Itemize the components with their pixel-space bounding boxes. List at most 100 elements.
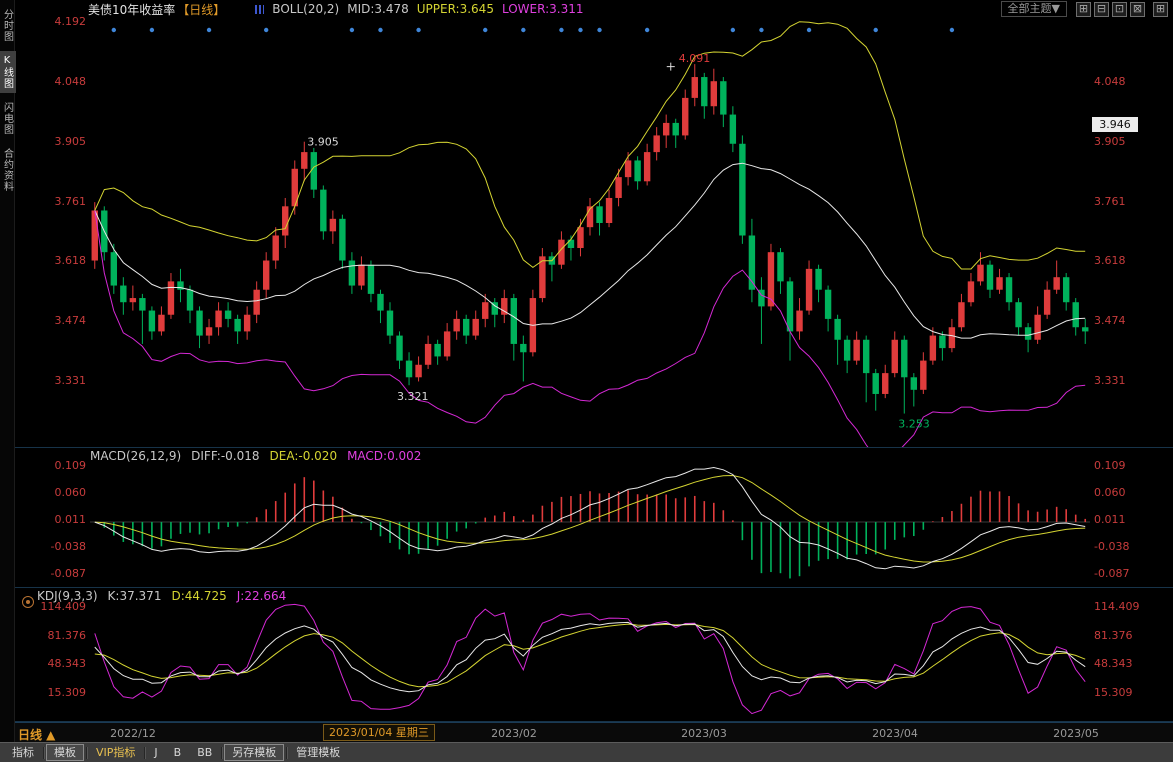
toolbar-separator: [86, 746, 87, 759]
boll-upper-line: [94, 21, 1086, 270]
boll-mid-line: [94, 162, 1086, 339]
boll-upper-value: UPPER:3.645: [416, 2, 494, 16]
candle-body: [805, 268, 813, 311]
candle-body: [310, 152, 318, 190]
candle-body: [682, 97, 689, 136]
toolbar-item-save-template[interactable]: 另存模板: [224, 744, 285, 761]
kdj-j-line: [94, 603, 1086, 715]
boll-mid-value: MID:3.478: [347, 2, 409, 16]
sidebar-item-contract-info[interactable]: 合约资料: [1, 148, 13, 192]
candle-body: [91, 210, 98, 261]
candle-body: [653, 135, 660, 153]
candle-body: [139, 298, 146, 311]
candle-body: [224, 310, 232, 319]
y-axis-label: 3.331: [54, 374, 87, 388]
date-tick: 2023/03: [681, 727, 727, 740]
toolbar-item-manage-templates[interactable]: 管理模板: [296, 746, 341, 759]
date-tick: 2023/05: [1053, 727, 1099, 740]
candle-body: [729, 114, 737, 144]
candle-body: [786, 281, 794, 332]
sidebar-item-flash-chart[interactable]: 闪电图: [1, 102, 13, 135]
period-badge: 【日线】: [177, 2, 226, 17]
toolbar-separator: [43, 746, 44, 759]
kdj-header: KDJ(9,3,3) K:37.371 D:44.725 J:22.664: [37, 589, 286, 603]
y-axis-label: 0.060: [54, 486, 87, 499]
signal-dot: [759, 27, 764, 33]
kdj-d-value: D:44.725: [171, 589, 227, 603]
y-axis-label: 114.409: [1094, 600, 1140, 613]
signal-dot: [349, 27, 355, 33]
candle-body: [110, 252, 118, 286]
macd-diff-value: DIFF:-0.018: [191, 449, 260, 463]
signal-dot: [806, 27, 812, 33]
candle-body: [415, 364, 422, 378]
signal-dot: [730, 27, 736, 33]
candle-body: [643, 152, 651, 182]
toolbar-separator: [144, 746, 146, 759]
candle-body: [948, 327, 956, 349]
selected-date-tick: 2023/01/04 星期三: [323, 724, 435, 741]
candle-body: [1082, 327, 1089, 332]
y-axis-label: 81.376: [1094, 628, 1133, 642]
signal-dot: [111, 27, 117, 33]
candle-body: [558, 239, 565, 265]
y-axis-label: 4.048: [54, 75, 87, 89]
horizontal-split-icon[interactable]: ⊟: [1094, 1, 1109, 17]
sidebar-item-kline-chart[interactable]: K线图: [0, 51, 16, 93]
toolbar-item-indicators[interactable]: 指标: [12, 746, 34, 759]
candle-body: [186, 289, 194, 311]
candle-body: [901, 339, 908, 378]
quad-grid-icon[interactable]: ⊞: [1076, 1, 1091, 17]
dea-line: [94, 474, 1086, 563]
sidebar-item-timeshare-chart[interactable]: 分时图: [1, 9, 13, 42]
signal-dot: [149, 27, 155, 33]
chart-header: 美债10年收益率 【日线】 BOLL(20,2) MID:3.478 UPPER:…: [14, 0, 1173, 18]
boll-lower-line: [94, 210, 1086, 448]
candle-body: [482, 302, 489, 319]
date-tick: 2022/12: [110, 727, 156, 740]
signal-dot: [559, 27, 564, 33]
macd-panel-canvas[interactable]: [0, 448, 1173, 588]
candle-body: [605, 197, 613, 223]
candle-body: [710, 81, 718, 107]
toolbar-item-b[interactable]: B: [173, 746, 182, 759]
toolbar-item-j[interactable]: J: [154, 746, 158, 759]
main-chart-canvas[interactable]: 3.905 4.091 3.321 3.253: [0, 18, 1173, 448]
candle-body: [120, 285, 127, 303]
period-dropdown[interactable]: 日线 ▲: [18, 728, 56, 742]
candle-body: [929, 335, 937, 361]
signal-dot: [949, 27, 955, 33]
y-axis-label: 3.905: [1094, 134, 1126, 148]
candle-body: [577, 227, 584, 249]
candle-body: [167, 281, 175, 315]
price-annotation: 3.905: [307, 136, 339, 149]
kdj-panel-canvas[interactable]: [0, 588, 1173, 722]
toolbar-item-bb[interactable]: BB: [197, 746, 213, 759]
candle-body: [567, 239, 575, 249]
toolbar-item-templates[interactable]: 模板: [46, 744, 84, 761]
candle-body: [520, 343, 527, 353]
multi-grid-icon[interactable]: ⊠: [1130, 1, 1145, 17]
candle-body: [977, 264, 984, 282]
theme-selector[interactable]: 全部主题▼: [1000, 1, 1067, 17]
candle-body: [129, 298, 137, 303]
symbol-title: 美债10年收益率: [88, 2, 176, 17]
candle-body: [539, 256, 546, 299]
candle-body: [891, 339, 898, 374]
y-axis-label: 3.474: [1094, 314, 1126, 328]
y-axis-label: 15.309: [1094, 685, 1133, 699]
candle-body: [720, 81, 727, 115]
candle-body: [396, 335, 403, 361]
candle-body: [1015, 302, 1022, 328]
candle-body: [662, 122, 670, 136]
candle-body: [777, 252, 784, 282]
y-axis-label: 4.192: [54, 15, 87, 28]
vertical-split-icon[interactable]: ⊡: [1112, 1, 1127, 17]
new-window-icon[interactable]: ⊞: [1153, 1, 1168, 17]
gear-icon[interactable]: [22, 596, 34, 608]
toolbar-item-vip-indicators[interactable]: VIP指标: [96, 746, 136, 759]
candle-body: [272, 235, 279, 261]
candle-body: [491, 302, 498, 315]
boll-name-label: BOLL(20,2): [272, 2, 340, 16]
candle-body: [462, 318, 470, 336]
